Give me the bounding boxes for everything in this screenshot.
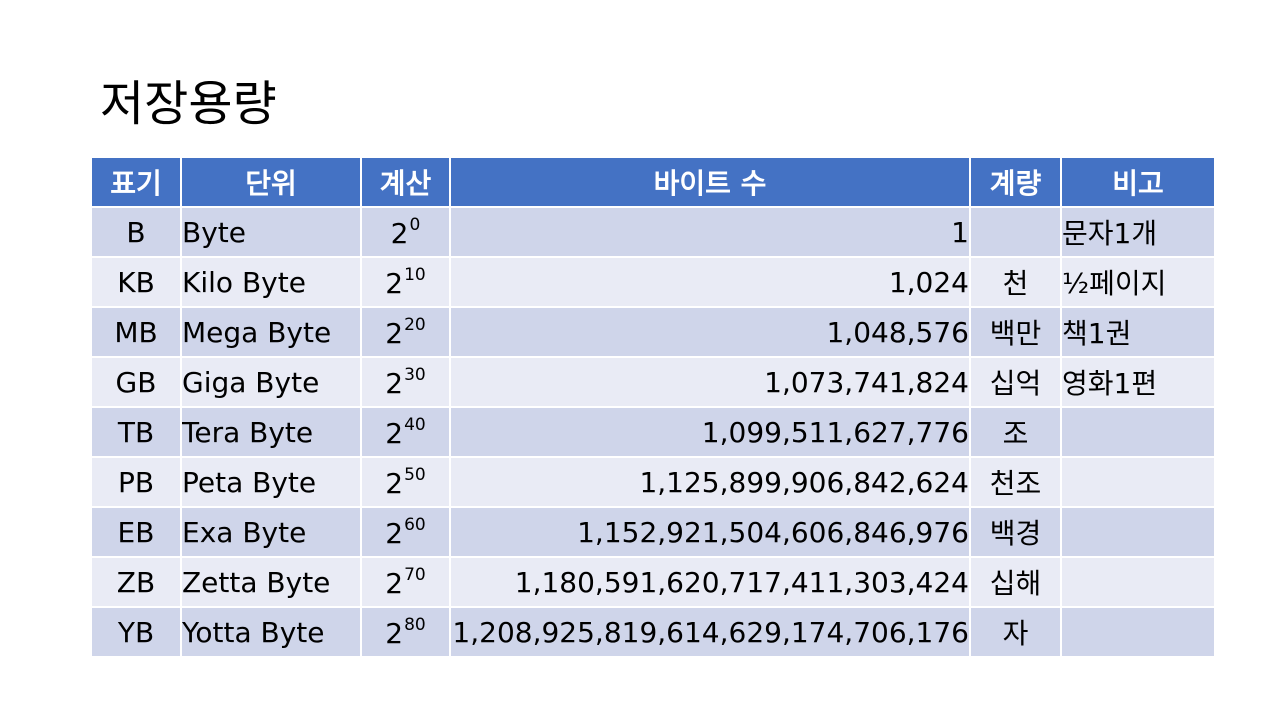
cell-note: 영화1편 bbox=[1061, 357, 1214, 408]
table-row: B Byte 20 1 문자1개 bbox=[92, 207, 1214, 258]
table-row: PB Peta Byte 250 1,125,899,906,842,624 천조 bbox=[92, 457, 1214, 508]
cell-note bbox=[1061, 407, 1214, 458]
header-calc: 계산 bbox=[361, 158, 451, 208]
calc-exponent: 20 bbox=[404, 314, 426, 335]
table-row: MB Mega Byte 220 1,048,576 백만 책1권 bbox=[92, 307, 1214, 358]
table-header-row: 표기 단위 계산 바이트 수 계량 비고 bbox=[92, 158, 1214, 208]
cell-unit: Kilo Byte bbox=[181, 257, 362, 308]
cell-amount: 십억 bbox=[970, 357, 1062, 408]
header-bytes: 바이트 수 bbox=[450, 158, 971, 208]
calc-base: 2 bbox=[385, 266, 404, 300]
cell-symbol: B bbox=[92, 207, 182, 258]
cell-note: 책1권 bbox=[1061, 307, 1214, 358]
cell-symbol: GB bbox=[92, 357, 182, 408]
table-row: ZB Zetta Byte 270 1,180,591,620,717,411,303… bbox=[92, 557, 1214, 608]
cell-note: ½페이지 bbox=[1061, 257, 1214, 308]
calc-exponent: 70 bbox=[404, 564, 426, 585]
cell-unit: Byte bbox=[181, 207, 362, 258]
table-row: KB Kilo Byte 210 1,024 천 ½페이지 bbox=[92, 257, 1214, 308]
cell-unit: Zetta Byte bbox=[181, 557, 362, 608]
cell-amount: 백만 bbox=[970, 307, 1062, 358]
cell-amount bbox=[970, 207, 1062, 258]
cell-calc: 240 bbox=[361, 407, 451, 458]
calc-base: 2 bbox=[385, 316, 404, 350]
cell-unit: Yotta Byte bbox=[181, 607, 362, 658]
cell-bytes: 1,024 bbox=[450, 257, 971, 308]
slide-title: 저장용량 bbox=[100, 76, 277, 132]
cell-amount: 조 bbox=[970, 407, 1062, 458]
header-unit: 단위 bbox=[181, 158, 362, 208]
cell-bytes: 1,099,511,627,776 bbox=[450, 407, 971, 458]
cell-symbol: TB bbox=[92, 407, 182, 458]
cell-calc: 230 bbox=[361, 357, 451, 408]
calc-exponent: 10 bbox=[404, 264, 426, 285]
storage-capacity-table: 표기 단위 계산 바이트 수 계량 비고 B Byte 20 1 문자1개 KB Kilo … bbox=[92, 158, 1214, 658]
cell-unit: Giga Byte bbox=[181, 357, 362, 408]
cell-unit: Mega Byte bbox=[181, 307, 362, 358]
cell-symbol: PB bbox=[92, 457, 182, 508]
cell-amount: 백경 bbox=[970, 507, 1062, 558]
cell-amount: 십해 bbox=[970, 557, 1062, 608]
cell-amount: 천조 bbox=[970, 457, 1062, 508]
cell-unit: Peta Byte bbox=[181, 457, 362, 508]
calc-base: 2 bbox=[385, 616, 404, 650]
table-row: GB Giga Byte 230 1,073,741,824 십억 영화1편 bbox=[92, 357, 1214, 408]
cell-calc: 210 bbox=[361, 257, 451, 308]
table-row: TB Tera Byte 240 1,099,511,627,776 조 bbox=[92, 407, 1214, 458]
calc-exponent: 40 bbox=[404, 414, 426, 435]
cell-bytes: 1,125,899,906,842,624 bbox=[450, 457, 971, 508]
cell-symbol: KB bbox=[92, 257, 182, 308]
cell-calc: 280 bbox=[361, 607, 451, 658]
cell-calc: 250 bbox=[361, 457, 451, 508]
cell-unit: Exa Byte bbox=[181, 507, 362, 558]
cell-note bbox=[1061, 507, 1214, 558]
calc-exponent: 30 bbox=[404, 364, 426, 385]
cell-bytes: 1 bbox=[450, 207, 971, 258]
cell-amount: 자 bbox=[970, 607, 1062, 658]
header-amount: 계량 bbox=[970, 158, 1062, 208]
cell-bytes: 1,073,741,824 bbox=[450, 357, 971, 408]
cell-calc: 260 bbox=[361, 507, 451, 558]
calc-exponent: 0 bbox=[409, 214, 421, 235]
calc-base: 2 bbox=[385, 466, 404, 500]
cell-symbol: ZB bbox=[92, 557, 182, 608]
cell-symbol: YB bbox=[92, 607, 182, 658]
cell-unit: Tera Byte bbox=[181, 407, 362, 458]
calc-base: 2 bbox=[385, 416, 404, 450]
table-row: EB Exa Byte 260 1,152,921,504,606,846,976 백경 bbox=[92, 507, 1214, 558]
table-row: YB Yotta Byte 280 1,208,925,819,614,629,174… bbox=[92, 607, 1214, 658]
calc-exponent: 60 bbox=[404, 514, 426, 535]
calc-exponent: 50 bbox=[404, 464, 426, 485]
cell-note bbox=[1061, 557, 1214, 608]
cell-calc: 20 bbox=[361, 207, 451, 258]
cell-note: 문자1개 bbox=[1061, 207, 1214, 258]
calc-base: 2 bbox=[385, 366, 404, 400]
cell-bytes: 1,208,925,819,614,629,174,706,176 bbox=[450, 607, 971, 658]
cell-bytes: 1,180,591,620,717,411,303,424 bbox=[450, 557, 971, 608]
cell-calc: 270 bbox=[361, 557, 451, 608]
cell-symbol: EB bbox=[92, 507, 182, 558]
calc-base: 2 bbox=[385, 516, 404, 550]
table-body: B Byte 20 1 문자1개 KB Kilo Byte 210 1,024 천 ½페이지 MB Me… bbox=[92, 207, 1214, 658]
calc-exponent: 80 bbox=[404, 614, 426, 635]
header-note: 비고 bbox=[1061, 158, 1214, 208]
cell-note bbox=[1061, 457, 1214, 508]
calc-base: 2 bbox=[385, 566, 404, 600]
cell-bytes: 1,152,921,504,606,846,976 bbox=[450, 507, 971, 558]
cell-amount: 천 bbox=[970, 257, 1062, 308]
calc-base: 2 bbox=[390, 216, 409, 250]
header-symbol: 표기 bbox=[92, 158, 182, 208]
cell-calc: 220 bbox=[361, 307, 451, 358]
cell-note bbox=[1061, 607, 1214, 658]
cell-bytes: 1,048,576 bbox=[450, 307, 971, 358]
cell-symbol: MB bbox=[92, 307, 182, 358]
